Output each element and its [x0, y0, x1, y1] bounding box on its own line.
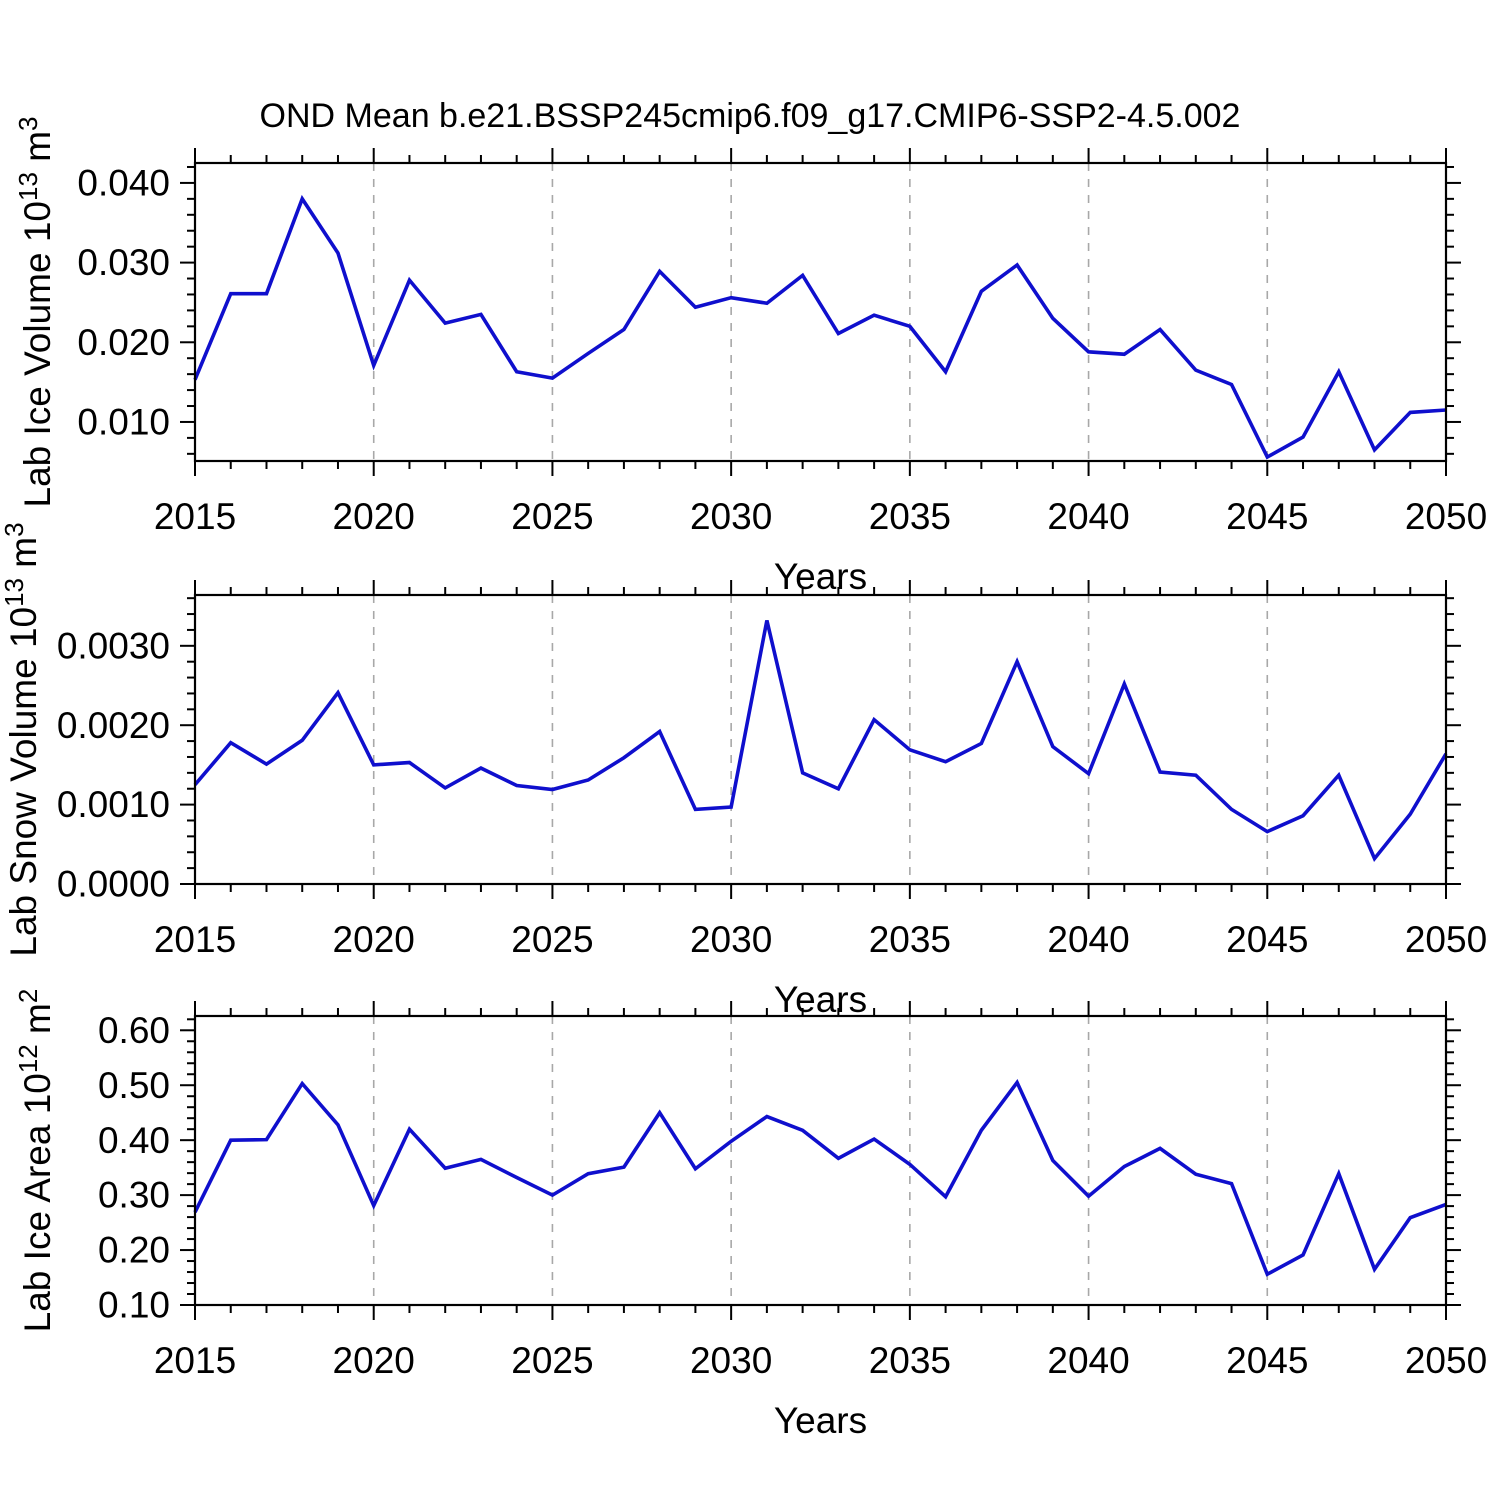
x-tick-label: 2015 — [154, 919, 236, 960]
x-tick-label: 2045 — [1226, 919, 1308, 960]
x-tick-label: 2045 — [1226, 496, 1308, 537]
series-line-ice-area — [193, 1078, 1447, 1277]
y-tick-label: 0.30 — [98, 1175, 170, 1216]
x-tick-label: 2035 — [869, 496, 951, 537]
x-tick-label: 2020 — [333, 1340, 415, 1381]
x-tick-label: 2050 — [1405, 919, 1487, 960]
y-tick-label: 0.0030 — [57, 625, 170, 666]
x-tick-label: 2015 — [154, 496, 236, 537]
ticks-ice-volume — [180, 148, 1461, 476]
x-tick-label: 2040 — [1047, 1340, 1129, 1381]
y-axis-title-snow-volume: Lab Snow Volume 1013 m3 — [0, 522, 44, 956]
x-tick-label: 2040 — [1047, 496, 1129, 537]
x-tick-label: 2030 — [690, 496, 772, 537]
y-tick-label: 0.010 — [77, 402, 170, 443]
panel-frame-snow-volume — [193, 593, 1448, 886]
y-tick-label: 0.0000 — [57, 864, 170, 905]
x-tick-label: 2020 — [333, 919, 415, 960]
x-tick-label: 2025 — [511, 496, 593, 537]
chart-title: OND Mean b.e21.BSSP245cmip6.f09_g17.CMIP… — [260, 97, 1241, 135]
y-tick-label: 0.020 — [77, 322, 170, 363]
series-line-ice-volume — [193, 194, 1447, 460]
x-axis-title-years: Years — [774, 556, 867, 597]
x-tick-label: 2025 — [511, 919, 593, 960]
y-tick-label: 0.20 — [98, 1230, 170, 1271]
y-axis-title-ice-volume: Lab Ice Volume 1013 m3 — [13, 117, 58, 508]
panel-ice-volume: 0.010 0.020 0.030 0.040 2015 2020 2025 2030 2035… — [13, 117, 1487, 598]
x-axis-title-years: Years — [774, 979, 867, 1020]
y-tick-label: 0.0010 — [57, 784, 170, 825]
panel-frame-ice-area — [193, 1014, 1448, 1307]
y-tick-label: 0.040 — [77, 162, 170, 203]
y-tick-label: 0.030 — [77, 242, 170, 283]
x-tick-label: 2050 — [1405, 496, 1487, 537]
x-tick-label: 2020 — [333, 496, 415, 537]
y-tick-label: 0.10 — [98, 1285, 170, 1326]
ticks-ice-area — [180, 1001, 1461, 1320]
y-axis-title-ice-area: Lab Ice Area 1012 m2 — [13, 989, 58, 1333]
x-tick-label: 2030 — [690, 1340, 772, 1381]
y-tick-label: 0.50 — [98, 1065, 170, 1106]
x-tick-label: 2030 — [690, 919, 772, 960]
x-tick-label: 2035 — [869, 919, 951, 960]
panel-frame-ice-volume — [193, 161, 1448, 463]
panel-ice-area: 0.10 0.20 0.30 0.40 0.50 0.60 2015 2020 2025 2030… — [13, 989, 1487, 1441]
chart-panels: 0.010 0.020 0.030 0.040 2015 2020 2025 2030 2035… — [0, 117, 1487, 1442]
y-tick-label: 0.40 — [98, 1120, 170, 1161]
y-tick-label: 0.60 — [98, 1010, 170, 1051]
y-tick-label: 0.0020 — [57, 705, 170, 746]
ticks-snow-volume — [180, 580, 1461, 899]
x-tick-label: 2045 — [1226, 1340, 1308, 1381]
x-tick-label: 2035 — [869, 1340, 951, 1381]
x-tick-label: 2015 — [154, 1340, 236, 1381]
x-tick-label: 2025 — [511, 1340, 593, 1381]
x-axis-title-years: Years — [774, 1400, 867, 1441]
x-tick-label: 2050 — [1405, 1340, 1487, 1381]
panel-snow-volume: 0.0000 0.0010 0.0020 0.0030 2015 2020 2025 2030… — [0, 522, 1487, 1020]
x-tick-label: 2040 — [1047, 919, 1129, 960]
series-line-snow-volume — [193, 619, 1448, 863]
